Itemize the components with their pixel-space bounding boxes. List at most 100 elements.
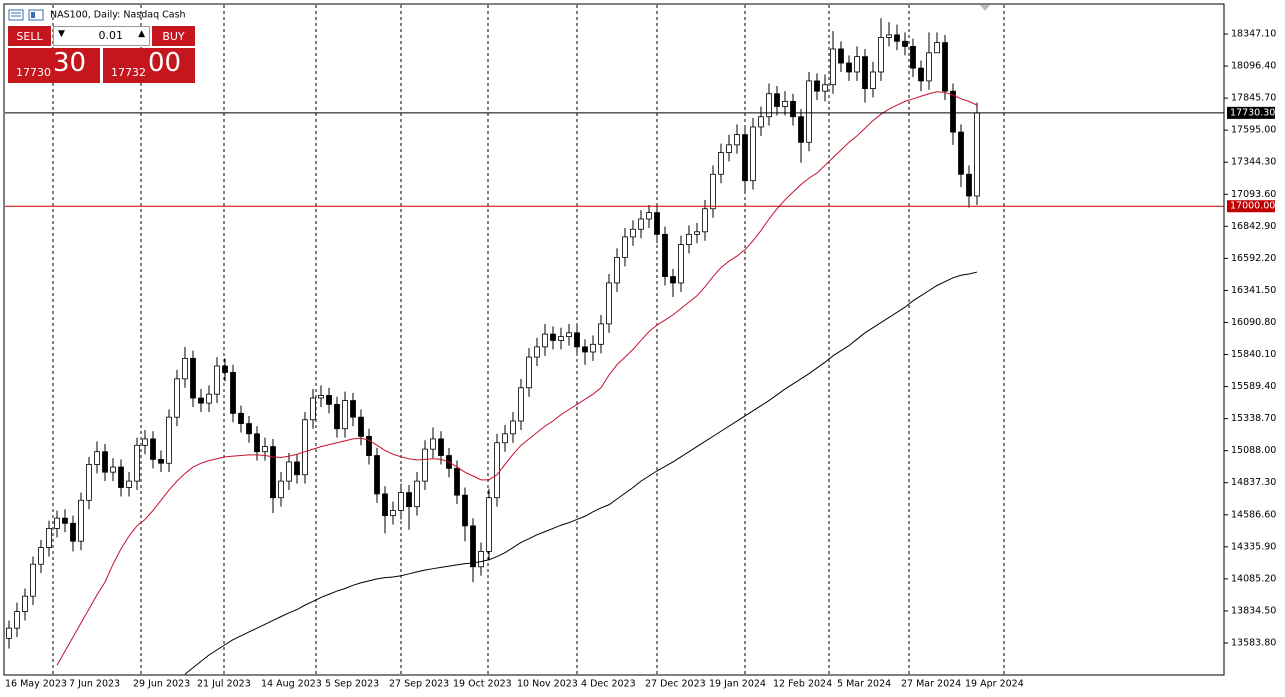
candle-body <box>822 84 828 92</box>
candle-body <box>766 93 772 118</box>
candle-body <box>590 343 596 353</box>
candle-body <box>102 451 108 473</box>
candle-body <box>518 387 524 422</box>
candle-body <box>166 416 172 464</box>
buy-button[interactable]: BUY <box>152 26 195 46</box>
candle-body <box>806 80 812 143</box>
candle-body <box>390 510 396 517</box>
candle-body <box>598 323 604 345</box>
candle-body <box>966 173 972 197</box>
candle-body <box>462 494 468 527</box>
candle-body <box>926 52 932 82</box>
candle-body <box>710 173 716 210</box>
candle-body <box>326 395 332 405</box>
candle-body <box>286 461 292 482</box>
x-tick-label: 5 Sep 2023 <box>325 679 379 690</box>
candle-body <box>470 525 476 568</box>
plot-frame <box>3 3 1225 676</box>
candle-body <box>246 423 252 435</box>
candle-body <box>78 499 84 542</box>
x-tick-label: 19 Jan 2024 <box>709 679 766 690</box>
candle-body <box>894 34 900 42</box>
candle-body <box>14 611 20 629</box>
trade-panel: SELL ▼ 0.01 ▲ BUY 17730 30 17732 00 <box>8 26 195 83</box>
candle-body <box>254 433 260 453</box>
candle-body <box>886 34 892 38</box>
x-tick-label: 14 Aug 2023 <box>261 679 322 690</box>
candle-body <box>374 455 380 495</box>
candle-body <box>718 152 724 175</box>
candle-body <box>510 420 516 435</box>
candle-body <box>206 393 212 404</box>
icon-bar <box>31 12 35 18</box>
candle-body <box>366 435 372 456</box>
candle-body <box>238 412 244 424</box>
icon[interactable] <box>8 9 24 21</box>
ask-pips: 00 <box>148 48 182 78</box>
candle-body <box>854 56 860 73</box>
candle-body <box>302 419 308 476</box>
y-tick-label: 16592.20 <box>1231 253 1276 264</box>
lot-up[interactable]: ▲ <box>138 29 145 39</box>
x-tick-label: 4 Dec 2023 <box>581 679 636 690</box>
sell-button[interactable]: SELL <box>8 26 51 46</box>
y-tick-label: 17595.00 <box>1231 125 1276 136</box>
y-tick-label: 15338.70 <box>1231 413 1276 424</box>
shift-marker[interactable] <box>980 5 990 11</box>
x-tick-label: 5 Mar 2024 <box>837 679 891 690</box>
candle-body <box>686 233 692 245</box>
candle-body <box>870 71 876 90</box>
lot-down[interactable]: ▼ <box>58 29 65 39</box>
candle-body <box>414 480 420 508</box>
candle-body <box>614 256 620 284</box>
candle-body <box>494 442 500 499</box>
candle-body <box>670 276 676 284</box>
candle-body <box>190 357 196 399</box>
y-tick-label: 15840.10 <box>1231 349 1276 360</box>
candle-body <box>6 627 12 639</box>
candle-body <box>934 42 940 54</box>
candle-body <box>750 126 756 182</box>
candle-body <box>230 372 236 414</box>
x-tick-label: 19 Oct 2023 <box>453 679 512 690</box>
candle-body <box>350 400 356 418</box>
x-tick-label: 16 May 2023 <box>5 679 67 690</box>
candle-body <box>422 448 428 482</box>
candle-body <box>318 395 324 399</box>
candle-body <box>486 497 492 552</box>
icon[interactable] <box>28 9 44 21</box>
candle-body <box>118 466 124 488</box>
y-tick-label: 16090.80 <box>1231 317 1276 328</box>
candle-body <box>910 46 916 69</box>
toolbar-icons <box>8 9 44 21</box>
candle-body <box>454 467 460 496</box>
candle-body <box>294 461 300 476</box>
y-tick-label: 15589.40 <box>1231 381 1276 392</box>
candle-body <box>574 332 580 348</box>
candle-body <box>150 438 156 460</box>
lot-value[interactable]: 0.01 <box>98 29 124 42</box>
candle-body <box>702 208 708 233</box>
ask-price[interactable]: 17732 00 <box>103 48 195 83</box>
candle-body <box>270 446 276 499</box>
chart-title: NAS100, Daily: Nasdaq Cash <box>50 10 186 21</box>
candle-body <box>622 236 628 258</box>
bid-main: 17730 <box>16 66 51 79</box>
y-tick-label: 13583.80 <box>1231 637 1276 648</box>
lot-control[interactable]: ▼ 0.01 ▲ <box>53 26 150 46</box>
candle-body <box>918 67 924 82</box>
candle-body <box>782 100 788 107</box>
candle-body <box>798 116 804 143</box>
bid-price[interactable]: 17730 30 <box>8 48 100 83</box>
candle-body <box>862 56 868 90</box>
candle-body <box>830 48 836 86</box>
candle-body <box>262 446 268 453</box>
candle-body <box>606 282 612 325</box>
x-tick-label: 12 Feb 2024 <box>773 679 832 690</box>
ask-main: 17732 <box>111 66 146 79</box>
x-tick-label: 27 Dec 2023 <box>645 679 706 690</box>
candle-body <box>942 42 948 92</box>
candle-body <box>86 464 92 501</box>
x-tick-label: 19 Apr 2024 <box>965 679 1024 690</box>
moving-average <box>184 271 978 675</box>
